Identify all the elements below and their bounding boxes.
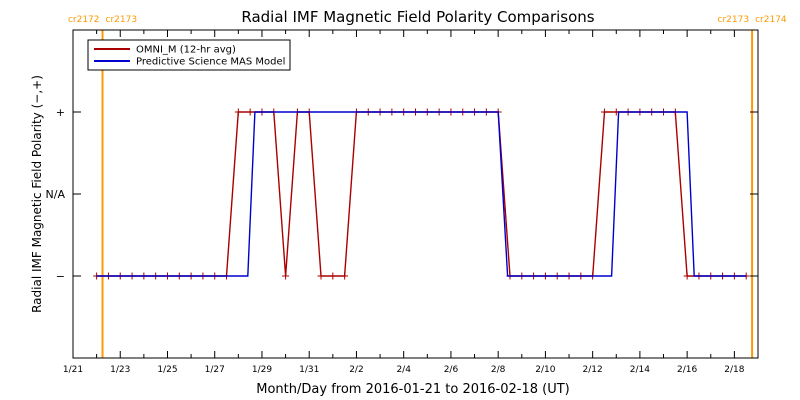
data-point-marker <box>317 272 325 280</box>
data-point-marker <box>329 272 337 280</box>
legend: OMNI_M (12-hr avg) Predictive Science MA… <box>87 39 291 71</box>
x-tick-label: 2/12 <box>583 365 603 375</box>
legend-box <box>87 39 291 71</box>
legend-label-mas: Predictive Science MAS Model <box>136 57 285 68</box>
series-line <box>96 111 747 277</box>
data-point-marker <box>683 272 691 280</box>
y-tick-label: + <box>56 106 65 119</box>
x-tick-label: 1/21 <box>63 365 83 375</box>
rotation-label-left: cr2172 <box>68 15 100 25</box>
data-point-marker <box>282 272 290 280</box>
y-axis-label: Radial IMF Magnetic Field Polarity (−,+) <box>30 75 44 313</box>
x-tick-label: 2/8 <box>491 365 506 375</box>
series-lines <box>93 108 750 280</box>
rotation-label-left: cr2173 <box>718 15 750 25</box>
x-tick-label: 2/14 <box>630 365 650 375</box>
chart-title: Radial IMF Magnetic Field Polarity Compa… <box>241 8 594 26</box>
x-tick-label: 1/23 <box>110 365 130 375</box>
rotation-label-right: cr2174 <box>755 15 787 25</box>
x-tick-label: 1/25 <box>157 365 177 375</box>
data-point-marker <box>234 108 242 116</box>
data-point-marker <box>341 272 349 280</box>
x-tick-label: 2/18 <box>724 365 744 375</box>
data-point-marker <box>246 108 254 116</box>
y-tick-label: − <box>56 270 65 283</box>
plot-frame <box>72 29 759 359</box>
legend-label-omni: OMNI_M (12-hr avg) <box>136 45 236 56</box>
x-tick-label: 2/4 <box>396 365 411 375</box>
x-tick-label: 2/2 <box>349 365 363 375</box>
x-tick-label: 1/29 <box>252 365 272 375</box>
rotation-label-right: cr2173 <box>106 15 138 25</box>
x-axis-label: Month/Day from 2016-01-21 to 2016-02-18 … <box>256 382 569 397</box>
x-tick-label: 2/6 <box>444 365 459 375</box>
x-tick-label: 1/27 <box>205 365 225 375</box>
y-tick-label: N/A <box>46 188 66 201</box>
x-tick-label: 2/16 <box>677 365 697 375</box>
x-tick-label: 2/10 <box>535 365 555 375</box>
series-line <box>96 111 747 277</box>
axis-ticks: 1/21 1/23 1/25 1/27 1/29 1/31 2/2 2/4 2/6 2/8 2/10… <box>46 30 758 375</box>
x-tick-label: 1/31 <box>299 365 319 375</box>
data-point-marker <box>600 108 608 116</box>
